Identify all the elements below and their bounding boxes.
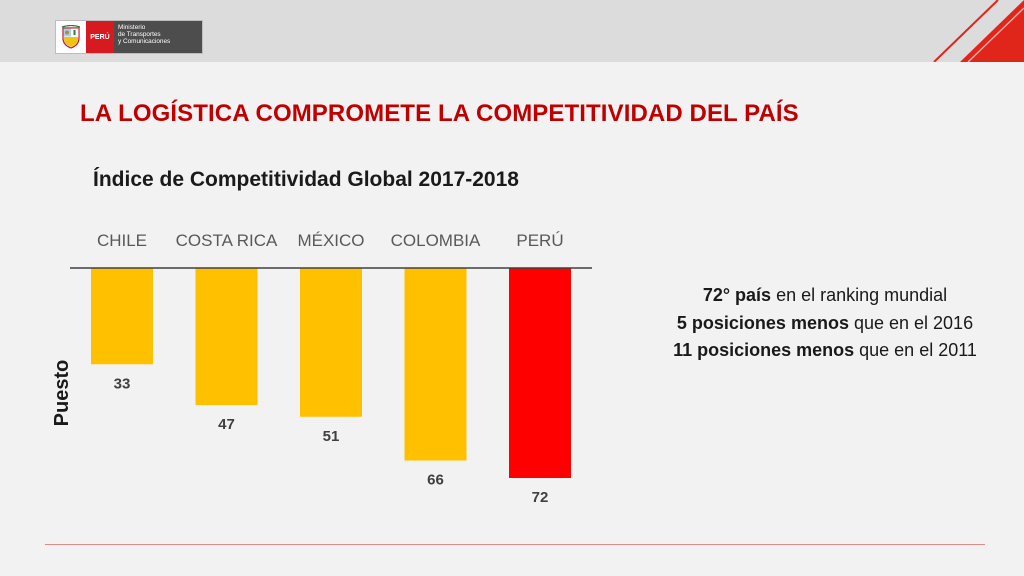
info-line-bold: 11 posiciones menos [673,340,855,360]
data-label: 51 [323,428,340,445]
data-label: 47 [218,416,235,433]
info-line-bold: 5 posiciones menos [676,312,849,333]
footer-divider [45,544,985,545]
bar [509,268,571,478]
info-line: 5 posiciones menos que en el 2016 [620,310,1024,338]
y-axis-label: Puesto [51,360,73,427]
category-label: PERÚ [516,231,563,250]
info-line-text: que en el 2016 [848,312,974,333]
bar [404,268,467,461]
bar [300,268,362,417]
info-line: 72° país en el ranking mundial [620,282,1024,310]
coat-of-arms-icon [56,21,86,53]
data-label: 66 [427,472,444,489]
info-line-text: en el ranking mundial [771,285,948,305]
ministry-name: Ministerio de Transportes y Comunicacion… [114,21,202,53]
ministry-line: y Comunicaciones [118,38,171,45]
ministry-line: Ministerio [118,24,146,31]
category-label: COSTA RICA [176,231,278,250]
info-line: 11 posiciones menos que en el 2011 [620,337,1024,365]
header-band: PERÚ Ministerio de Transportes y Comunic… [0,0,1024,62]
category-label: COLOMBIA [391,231,481,250]
chart-title: Índice de Competitividad Global 2017-201… [93,168,519,191]
category-label: CHILE [97,231,147,250]
data-label: 72 [532,489,549,506]
info-line-text: que en el 2011 [854,340,977,360]
peru-label: PERÚ [86,21,114,53]
data-label: 33 [114,375,131,392]
category-label: MÉXICO [297,231,364,250]
bar [195,268,258,406]
bar [91,268,153,365]
ranking-info: 72° país en el ranking mundial 5 posicio… [620,282,1024,365]
page-title: LA LOGÍSTICA COMPROMETE LA COMPETITIVIDA… [80,100,799,127]
ministry-line: de Transportes [118,31,161,38]
info-line-bold: 72° país [702,285,772,305]
ministry-logo[interactable]: PERÚ Ministerio de Transportes y Comunic… [55,20,203,54]
corner-decoration [933,0,1024,62]
